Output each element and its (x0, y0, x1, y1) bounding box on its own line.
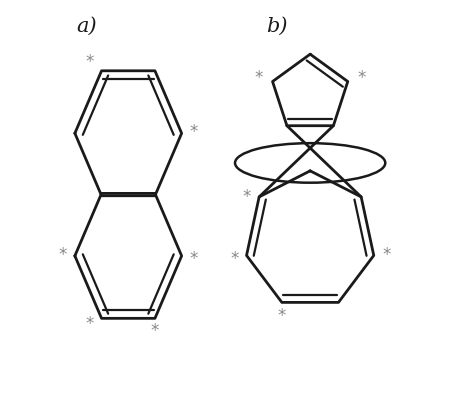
Text: *: * (278, 307, 286, 325)
Text: *: * (242, 188, 251, 206)
Text: *: * (85, 53, 94, 71)
Text: *: * (189, 124, 198, 142)
Text: *: * (151, 322, 159, 340)
Text: *: * (255, 69, 263, 87)
Text: *: * (85, 315, 94, 333)
Text: *: * (189, 250, 198, 268)
Text: *: * (59, 246, 67, 264)
Text: *: * (230, 249, 239, 267)
Text: a): a) (76, 17, 97, 36)
Text: *: * (357, 69, 366, 87)
Text: *: * (382, 247, 391, 264)
Text: b): b) (266, 17, 287, 36)
